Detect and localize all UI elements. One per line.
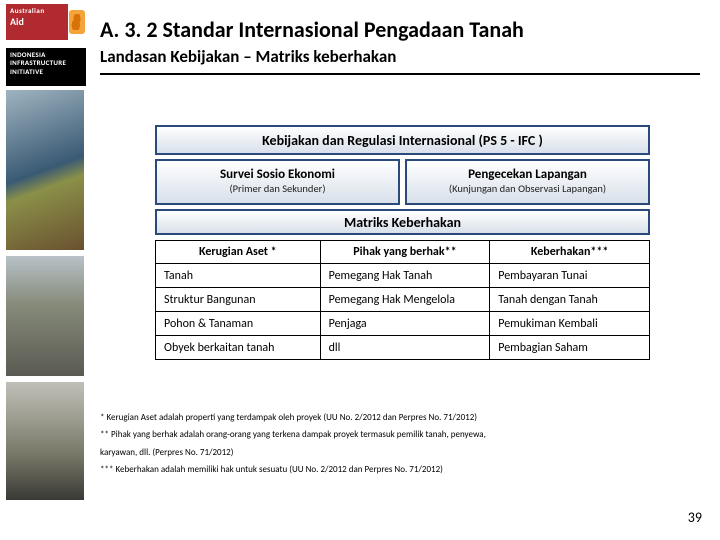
aid-text-top: Australian (10, 6, 45, 15)
aid-red-block: Australian Aid (6, 4, 68, 40)
footnotes: * Kerugian Aset adalah properti yang ter… (100, 410, 705, 479)
table-header-2: Pihak yang berhak** (320, 241, 490, 264)
footnote-3: *** Keberhakan adalah memiliki hak untuk… (100, 462, 705, 477)
table-cell: Pembagian Saham (490, 336, 650, 360)
table-header-3: Keberhakan*** (490, 241, 650, 264)
table-cell: Pohon & Tanaman (156, 312, 321, 336)
diagram-right-sub: (Kunjungan dan Observasi Lapangan) (407, 183, 648, 196)
table-cell: Struktur Bangunan (156, 288, 321, 312)
table-row: Struktur Bangunan Pemegang Hak Mengelola… (156, 288, 650, 312)
diagram-left-title: Survei Sosio Ekonomi (157, 163, 398, 183)
diagram-top-cell: Kebijakan dan Regulasi Internasional (PS… (155, 125, 650, 155)
table-cell: Pemegang Hak Mengelola (320, 288, 490, 312)
diagram-right-cell: Pengecekan Lapangan (Kunjungan dan Obser… (405, 159, 650, 205)
sidebar-photo-2 (6, 256, 84, 376)
diagram-row-2: Survei Sosio Ekonomi (Primer dan Sekunde… (155, 159, 650, 205)
footnote-2b: karyawan, dll. (Perpres No. 71/2012) (100, 445, 705, 460)
table-row: Tanah Pemegang Hak Tanah Pembayaran Tuna… (156, 264, 650, 288)
table-row: Pohon & Tanaman Penjaga Pemukiman Kembal… (156, 312, 650, 336)
indonesia-infrastructure-initiative-logo: INDONESIA INFRASTRUCTURE INITIATIVE (6, 48, 86, 86)
diagram-top-label: Kebijakan dan Regulasi Internasional (PS… (157, 127, 648, 155)
table-row: Obyek berkaitan tanah dll Pembagian Saha… (156, 336, 650, 360)
footnote-1: * Kerugian Aset adalah properti yang ter… (100, 410, 705, 425)
page-title: A. 3. 2 Standar Internasional Pengadaan … (100, 18, 705, 42)
table-cell: Obyek berkaitan tanah (156, 336, 321, 360)
page-subtitle: Landasan Kebijakan – Matriks keberhakan (100, 46, 705, 67)
diagram-right-title: Pengecekan Lapangan (407, 163, 648, 183)
diagram-left-cell: Survei Sosio Ekonomi (Primer dan Sekunde… (155, 159, 400, 205)
table-cell: Penjaga (320, 312, 490, 336)
table-cell: Pembayaran Tunai (490, 264, 650, 288)
sidebar-photo-1 (6, 90, 84, 250)
entitlement-table: Kerugian Aset * Pihak yang berhak** Kebe… (155, 240, 650, 360)
diagram-left-sub: (Primer dan Sekunder) (157, 183, 398, 196)
slide: Australian Aid INDONESIA INFRASTRUCTURE … (0, 0, 720, 540)
table-header-row: Kerugian Aset * Pihak yang berhak** Kebe… (156, 241, 650, 264)
sidebar: Australian Aid INDONESIA INFRASTRUCTURE … (0, 0, 90, 540)
header-block: A. 3. 2 Standar Internasional Pengadaan … (100, 18, 705, 67)
policy-matrix-diagram: Kebijakan dan Regulasi Internasional (PS… (155, 125, 685, 235)
title-separator (100, 73, 700, 75)
table-cell: Pemegang Hak Tanah (320, 264, 490, 288)
aid-text-bottom: Aid (10, 15, 24, 28)
table-cell: dll (320, 336, 490, 360)
sidebar-photo-3 (6, 382, 84, 500)
table-cell: Tanah (156, 264, 321, 288)
kangaroo-icon (69, 10, 85, 34)
footnote-2a: ** Pihak yang berhak adalah orang-orang … (100, 427, 705, 442)
table-cell: Tanah dengan Tanah (490, 288, 650, 312)
table-header-1: Kerugian Aset * (156, 241, 321, 264)
iii-line3: INITIATIVE (10, 68, 82, 76)
diagram-matrix-cell: Matriks Keberhakan (155, 209, 650, 235)
diagram-matrix-label: Matriks Keberhakan (157, 211, 648, 235)
table-cell: Pemukiman Kembali (490, 312, 650, 336)
page-number: 39 (688, 509, 702, 526)
